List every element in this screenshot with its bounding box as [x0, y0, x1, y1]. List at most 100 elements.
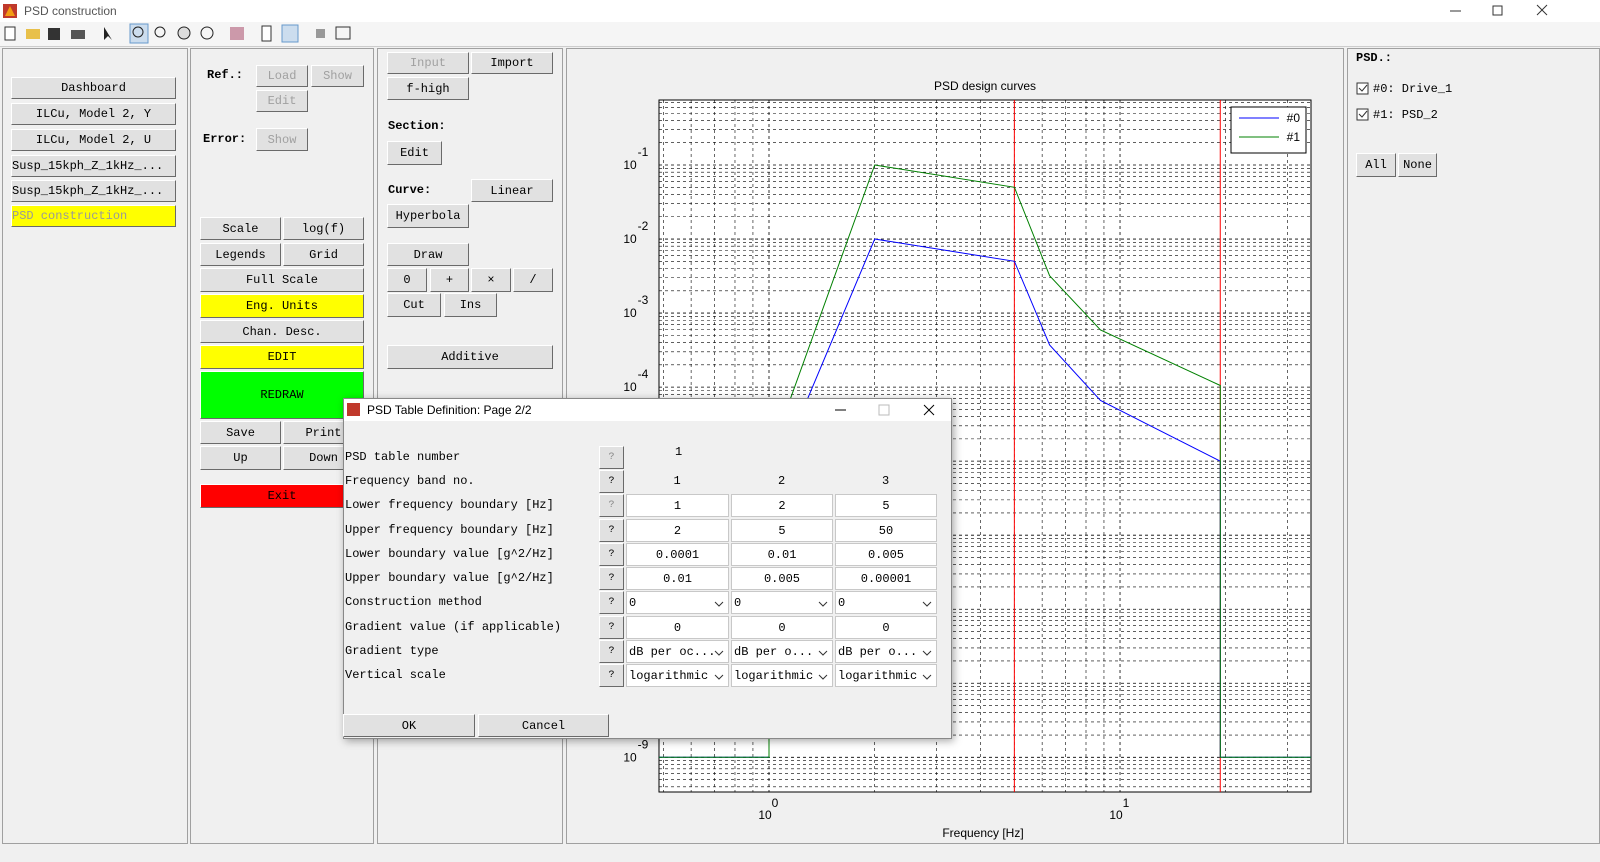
help-button[interactable]: ?	[599, 640, 624, 663]
button[interactable]: f-high	[387, 77, 469, 100]
legend-box	[1230, 106, 1307, 154]
help-button[interactable]: ?	[599, 591, 624, 614]
button[interactable]: Show	[256, 128, 308, 151]
dialog-title-bar	[344, 399, 951, 421]
y-tick-exponent: -9	[638, 737, 649, 751]
input-cell[interactable]: 0.01	[626, 567, 729, 590]
nav-button[interactable]: PSD construction	[11, 205, 176, 227]
button[interactable]: None	[1398, 153, 1437, 177]
y-tick-exponent: -2	[638, 219, 649, 233]
button[interactable]: Edit	[256, 90, 308, 112]
dropdown[interactable]: logarithmic	[626, 664, 729, 687]
input-cell[interactable]: 0.01	[731, 543, 833, 566]
dropdown[interactable]: logarithmic	[731, 664, 833, 687]
x-tick-exponent: 1	[1123, 796, 1130, 810]
dropdown-value: 0	[734, 595, 742, 610]
button[interactable]: Cut	[387, 293, 441, 317]
dropdown[interactable]: 0	[835, 591, 937, 614]
nav-button[interactable]: Susp_15kph_Z_1kHz_...	[11, 155, 176, 177]
input-cell[interactable]: 0.005	[731, 567, 833, 590]
button[interactable]: Hyperbola	[387, 204, 469, 228]
view-button[interactable]: Save	[200, 421, 281, 444]
op-button[interactable]: +	[430, 268, 469, 292]
x-tick-label: 10	[1109, 808, 1123, 822]
view-button[interactable]: Eng. Units	[200, 294, 364, 318]
button[interactable]: All	[1356, 153, 1396, 177]
dropdown[interactable]: dB per o...	[835, 640, 937, 663]
view-button[interactable]: Scale	[200, 217, 281, 240]
view-button[interactable]: Exit	[200, 484, 364, 508]
toolbar-icons	[4, 23, 351, 44]
input-cell[interactable]: 2	[731, 494, 833, 517]
input-cell[interactable]: 0.00001	[835, 567, 937, 590]
view-button[interactable]: log(f)	[283, 217, 364, 240]
nav-button[interactable]: ILCu, Model 2, U	[11, 129, 176, 151]
dropdown-value: dB per o...	[838, 644, 918, 659]
button[interactable]: Input	[387, 52, 469, 74]
dropdown[interactable]: dB per o...	[731, 640, 833, 663]
button[interactable]: Additive	[387, 345, 553, 369]
chart-title: PSD design curves	[934, 79, 1036, 93]
dropdown-value: 0	[838, 595, 846, 610]
button[interactable]: Draw	[387, 243, 469, 266]
view-button[interactable]: REDRAW	[200, 371, 364, 419]
input-cell[interactable]: 0	[835, 616, 937, 639]
help-button[interactable]: ?	[599, 494, 624, 517]
help-button[interactable]: ?	[599, 616, 624, 639]
button[interactable]: Edit	[387, 141, 442, 165]
button[interactable]: Cancel	[478, 714, 609, 737]
input-cell[interactable]: 0.005	[835, 543, 937, 566]
cell-value: 0.005	[763, 571, 800, 586]
view-button[interactable]: Full Scale	[200, 268, 364, 292]
column-header: 1	[673, 474, 681, 488]
dropdown-arrow	[714, 674, 724, 680]
legend-label: #1	[1287, 130, 1301, 144]
cell-value: 0	[778, 620, 786, 635]
row-label: Vertical scale	[345, 668, 446, 682]
dropdown-arrow	[818, 601, 828, 607]
button[interactable]: Ins	[444, 293, 497, 317]
button[interactable]: Load	[256, 65, 308, 87]
op-button[interactable]: /	[513, 268, 553, 292]
view-button[interactable]: Legends	[200, 243, 281, 266]
column-header: 3	[882, 474, 890, 488]
input-cell[interactable]: 0	[731, 616, 833, 639]
input-cell[interactable]: 5	[731, 519, 833, 542]
dropdown-value: dB per oc...	[629, 644, 716, 659]
x-tick-exponent: 0	[772, 796, 779, 810]
input-cell[interactable]: 0	[626, 616, 729, 639]
button[interactable]: Show	[311, 65, 364, 87]
op-button[interactable]: ×	[471, 268, 511, 292]
dropdown[interactable]: dB per oc...	[626, 640, 729, 663]
label: Section:	[388, 119, 446, 133]
input-cell[interactable]: 1	[626, 494, 729, 517]
help-button[interactable]: ?	[599, 470, 624, 493]
help-button[interactable]: ?	[599, 567, 624, 590]
button[interactable]: Import	[471, 52, 553, 74]
cell-value: 5	[882, 498, 890, 513]
dropdown[interactable]: 0	[626, 591, 729, 614]
op-button[interactable]: 0	[387, 268, 427, 292]
view-button[interactable]: Chan. Desc.	[200, 320, 364, 343]
dropdown[interactable]: 0	[731, 591, 833, 614]
input-cell[interactable]: 50	[835, 519, 937, 542]
help-button[interactable]: ?	[599, 519, 624, 542]
dropdown[interactable]: logarithmic	[835, 664, 937, 687]
dropdown-value: 0	[629, 595, 637, 610]
nav-button[interactable]: Dashboard	[11, 77, 176, 99]
view-button[interactable]: Grid	[283, 243, 364, 266]
button[interactable]: Linear	[471, 179, 553, 202]
nav-button[interactable]: ILCu, Model 2, Y	[11, 103, 176, 125]
view-button[interactable]: Up	[200, 446, 281, 470]
help-button[interactable]: ?	[599, 446, 624, 469]
input-cell[interactable]: 2	[626, 519, 729, 542]
input-cell[interactable]: 0.0001	[626, 543, 729, 566]
help-button[interactable]: ?	[599, 664, 624, 687]
window-title: PSD construction	[24, 4, 117, 18]
input-cell[interactable]: 5	[835, 494, 937, 517]
button[interactable]: OK	[343, 714, 475, 737]
dropdown-arrow	[818, 650, 828, 656]
help-button[interactable]: ?	[599, 543, 624, 566]
nav-button[interactable]: Susp_15kph_Z_1kHz_...	[11, 180, 176, 202]
view-button[interactable]: EDIT	[200, 345, 364, 369]
